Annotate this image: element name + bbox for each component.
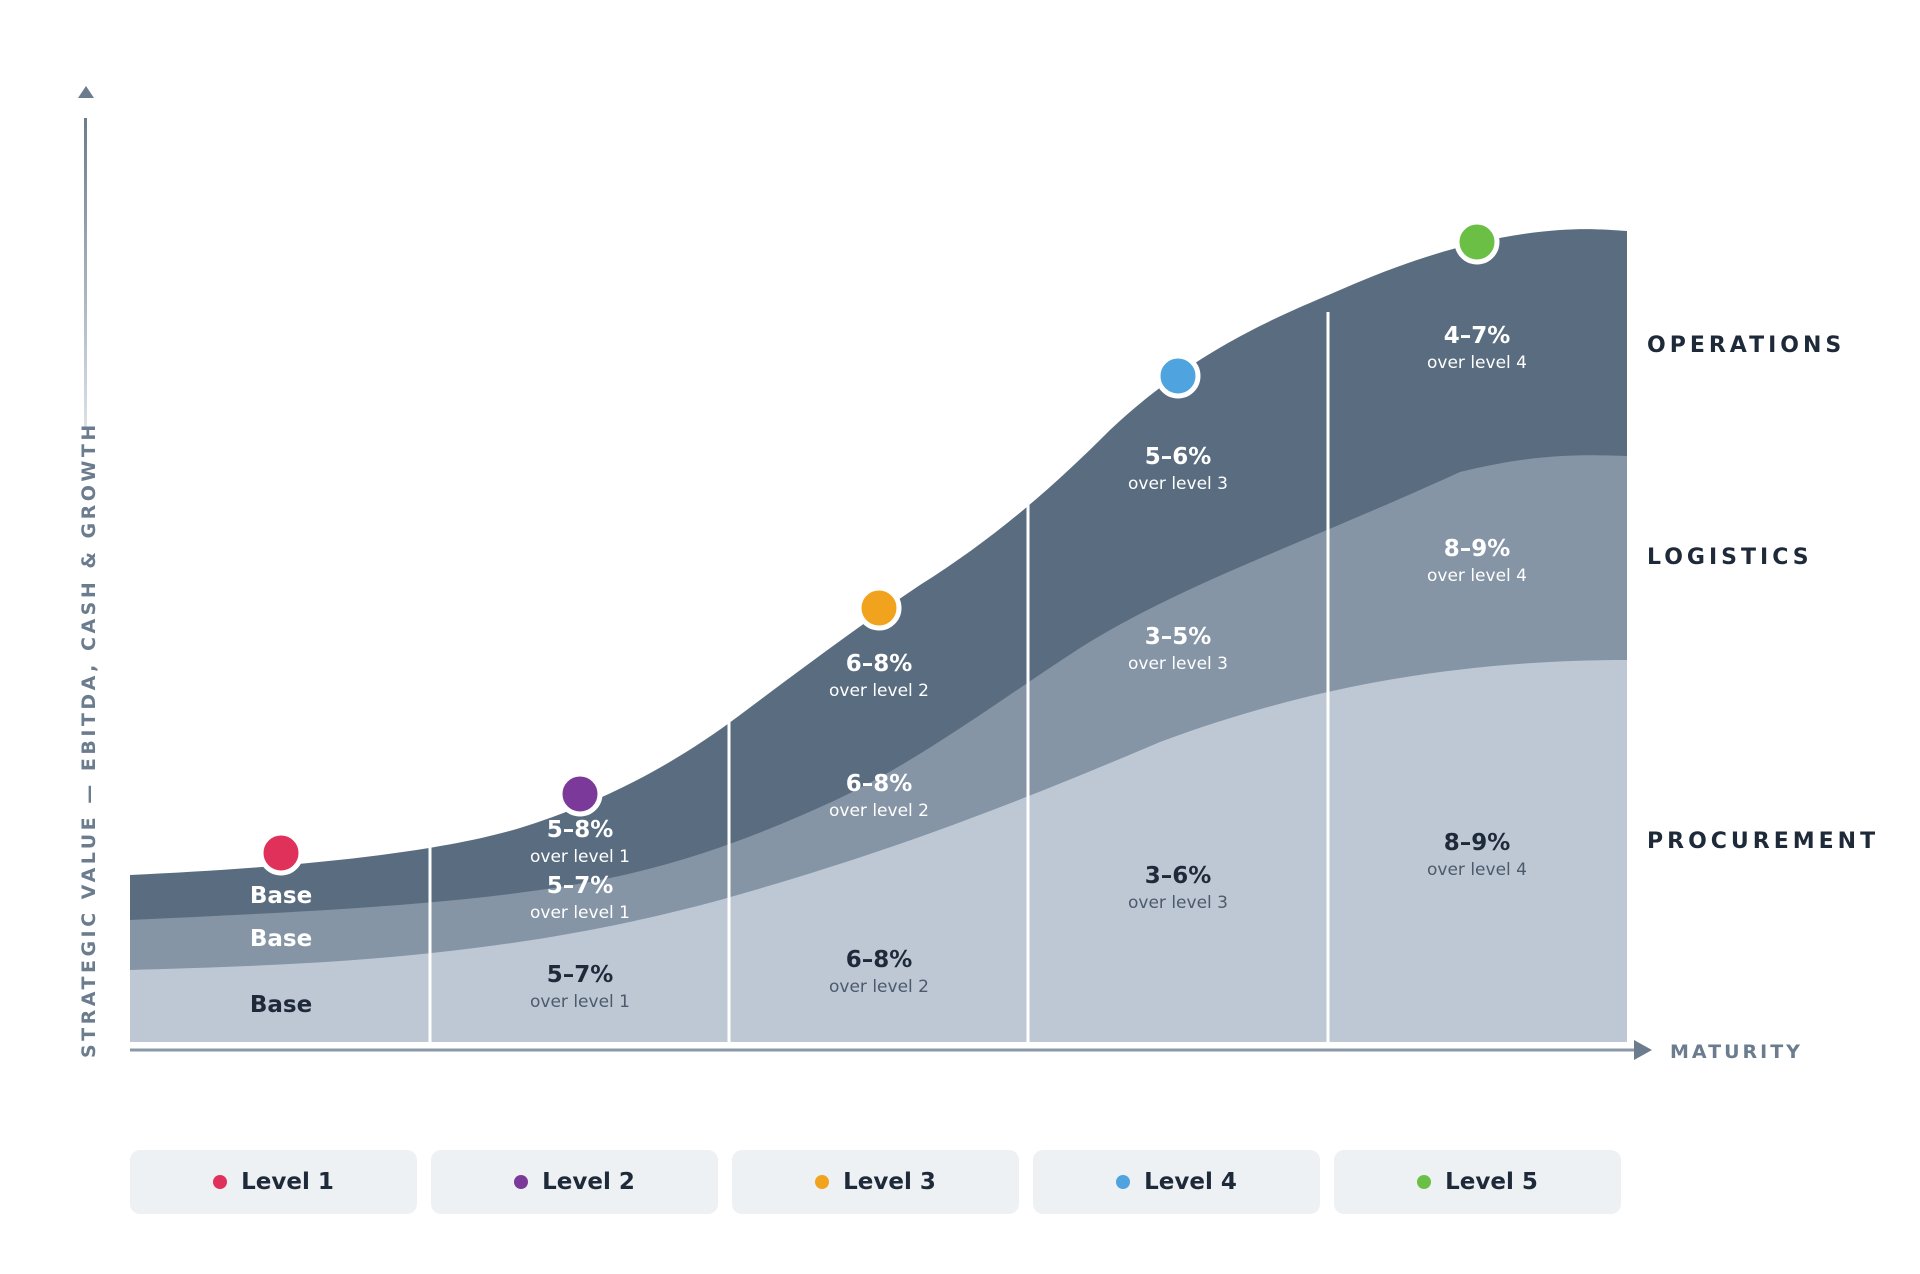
segment-value: Base: [250, 926, 312, 952]
segment-value: 5–7%: [547, 962, 614, 988]
segment-labels: Base 5–7% over level 1 6–8% over level 2 3–6%…: [250, 323, 1527, 1018]
legend-label: Level 1: [241, 1169, 334, 1195]
level-markers: [258, 219, 1500, 876]
legend-label: Level 4: [1144, 1169, 1237, 1195]
segment-note: over level 1: [530, 847, 630, 867]
segment-value: 5–7%: [547, 873, 614, 899]
segment-value: Base: [250, 992, 312, 1018]
segment-value: 4–7%: [1444, 323, 1511, 349]
series-label-procurement: PROCUREMENT: [1647, 829, 1879, 854]
legend: Level 1 Level 2 Level 3 Level 4 Level 5: [130, 1150, 1625, 1214]
level-5-dot-icon: [1417, 1175, 1432, 1189]
level-dividers: [428, 312, 1330, 1042]
series-label-operations: OPERATIONS: [1647, 333, 1845, 358]
level-2-marker: [557, 771, 603, 817]
segment-value: 5–8%: [547, 817, 614, 843]
segment-note: over level 2: [829, 801, 929, 821]
segment-value: 8–9%: [1444, 830, 1511, 856]
legend-label: Level 2: [542, 1169, 635, 1195]
series-label-logistics: LOGISTICS: [1647, 545, 1813, 570]
segment-value: 3–6%: [1145, 863, 1212, 889]
segment-value: Base: [250, 883, 312, 909]
segment-value: 6–8%: [846, 651, 913, 677]
segment-note: over level 3: [1128, 893, 1228, 913]
segment-note: over level 2: [829, 977, 929, 997]
legend-item-level-2: Level 2: [431, 1150, 718, 1214]
x-axis-arrow-icon: [1634, 1040, 1652, 1060]
x-axis-label: MATURITY: [1670, 1041, 1803, 1063]
segment-note: over level 1: [530, 992, 630, 1012]
legend-item-level-1: Level 1: [130, 1150, 417, 1214]
level-1-dot-icon: [213, 1175, 228, 1189]
segment-value: 5–6%: [1145, 444, 1212, 470]
segment-value: 8–9%: [1444, 536, 1511, 562]
segment-value: 6–8%: [846, 771, 913, 797]
legend-item-level-4: Level 4: [1033, 1150, 1320, 1214]
level-1-marker: [258, 830, 304, 876]
legend-item-level-5: Level 5: [1334, 1150, 1621, 1214]
area-procurement: [130, 660, 1627, 1042]
level-4-marker: [1155, 353, 1201, 399]
segment-note: over level 1: [530, 903, 630, 923]
legend-label: Level 5: [1445, 1169, 1538, 1195]
y-axis-label: STRATEGIC VALUE — EBITDA, CASH & GROWTH: [78, 421, 100, 1058]
segment-note: over level 3: [1128, 474, 1228, 494]
level-4-dot-icon: [1116, 1175, 1131, 1189]
segment-note: over level 4: [1427, 353, 1527, 373]
level-2-dot-icon: [514, 1175, 529, 1189]
stacked-areas: [130, 229, 1627, 1043]
segment-note: over level 3: [1128, 654, 1228, 674]
segment-note: over level 4: [1427, 860, 1527, 880]
level-3-dot-icon: [815, 1175, 830, 1189]
segment-note: over level 2: [829, 681, 929, 701]
level-3-marker: [856, 585, 902, 631]
segment-value: 6–8%: [846, 947, 913, 973]
y-axis-arrow-icon: [78, 86, 94, 98]
level-5-marker: [1454, 219, 1500, 265]
y-axis-line: [84, 118, 87, 428]
segment-note: over level 4: [1427, 566, 1527, 586]
legend-label: Level 3: [843, 1169, 936, 1195]
legend-item-level-3: Level 3: [732, 1150, 1019, 1214]
segment-value: 3–5%: [1145, 624, 1212, 650]
